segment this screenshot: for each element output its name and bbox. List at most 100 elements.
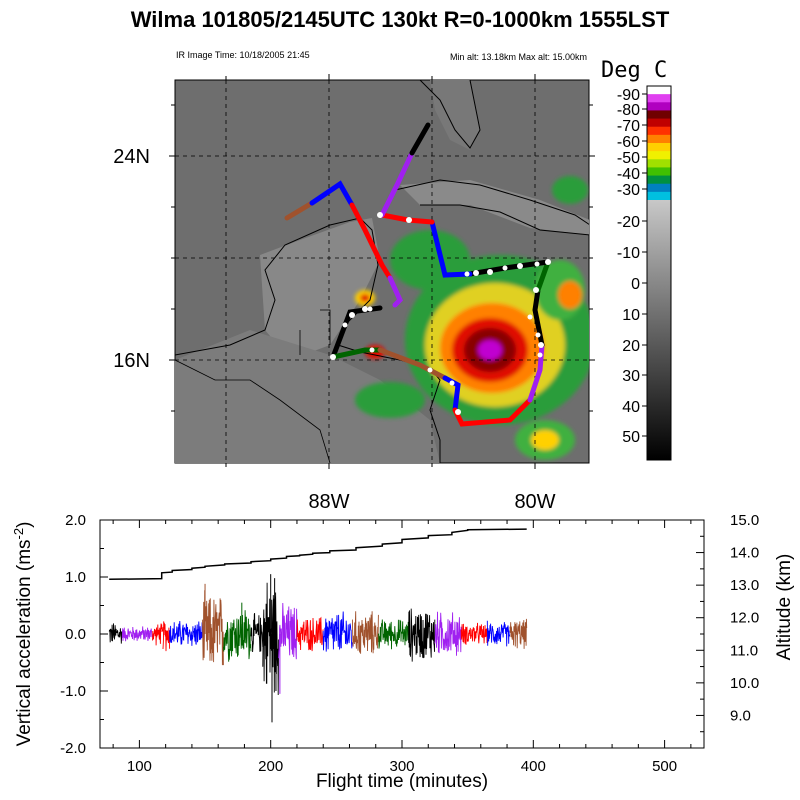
colorbar-label: 50 <box>622 429 640 446</box>
acceleration-segment <box>262 582 280 696</box>
colorbar-label: 40 <box>622 399 640 416</box>
coastline-florida <box>419 80 481 149</box>
acceleration-segment <box>296 616 324 652</box>
colorbar-label: -70 <box>617 118 640 135</box>
colorbar-swatch <box>647 183 671 193</box>
colorbar-swatch <box>647 159 671 168</box>
colorbar-label: 0 <box>631 276 640 293</box>
x-tick-label: 500 <box>652 758 677 775</box>
acceleration-segment <box>460 622 488 645</box>
colorbar-swatch <box>647 102 671 111</box>
colorbar-label: 30 <box>622 368 640 385</box>
cloud-shield <box>355 176 589 460</box>
y-axis-title: Vertical acceleration (ms-2) <box>11 522 35 747</box>
land-florida <box>430 80 480 150</box>
acceleration-segment <box>408 608 436 662</box>
track-segment-blue <box>309 180 355 208</box>
x-tick-label: 300 <box>389 758 414 775</box>
track-segment-green <box>330 347 383 360</box>
track-segment-black-4 <box>409 122 431 156</box>
colorbar-swatch <box>647 167 671 177</box>
colorbar-frame <box>646 85 672 461</box>
colorbar-label: -90 <box>617 87 640 104</box>
graticule <box>175 80 589 463</box>
colorbar-label: -50 <box>617 150 640 167</box>
vertical-acceleration-series <box>108 574 528 723</box>
y-tick-label: 0.0 <box>65 626 86 643</box>
colorbar-label: -40 <box>617 166 640 183</box>
lat-label-16n: 16N <box>113 350 150 372</box>
y2-tick-label: 13.0 <box>730 577 759 594</box>
y2-tick-label: 14.0 <box>730 545 759 562</box>
colorbar-swatch <box>647 126 671 136</box>
satellite-map: 24N 16N 88W 80W <box>113 74 595 513</box>
track-segment-red <box>349 202 393 281</box>
acceleration-segment <box>162 621 171 652</box>
x-tick-label: 200 <box>258 758 283 775</box>
colorbar-swatch <box>647 151 671 160</box>
colorbar: Deg C -90-80-70-60-50-40-30 -20 -10 0 10 20 30… <box>601 58 672 461</box>
track-segment-blue-3 <box>429 219 473 278</box>
colorbar-swatch <box>647 143 671 152</box>
land-central-america <box>175 330 440 463</box>
track-segment-brown-2 <box>377 347 448 381</box>
track-segment-blue-2 <box>442 375 461 413</box>
x-tick-label: 400 <box>521 758 546 775</box>
colorbar-swatches <box>647 86 671 201</box>
acceleration-segment <box>486 620 511 647</box>
y2-tick-label: 10.0 <box>730 675 759 692</box>
colorbar-swatch <box>647 175 671 185</box>
lon-label-80w: 80W <box>514 491 555 513</box>
acceleration-segment <box>509 618 528 649</box>
track-segment-purple-3 <box>379 150 415 218</box>
acceleration-segment <box>322 611 353 652</box>
colorbar-label: -10 <box>617 245 640 262</box>
y2-tick-label: 12.0 <box>730 610 759 627</box>
y2-tick-label: 9.0 <box>730 707 751 724</box>
coastline-cuba <box>394 179 589 236</box>
colorbar-swatch <box>647 94 671 103</box>
acceleration-segment <box>434 611 462 656</box>
colorbar-label: -30 <box>617 182 640 199</box>
y-tick-label: 1.0 <box>65 569 86 586</box>
plot-frame <box>99 519 705 749</box>
colorbar-swatch <box>647 191 671 201</box>
lat-label-24n: 24N <box>113 146 150 168</box>
colorbar-label: -80 <box>617 102 640 119</box>
figure-title: Wilma 101805/2145UTC 130kt R=0-1000km 15… <box>131 7 670 32</box>
ir-image-time: IR Image Time: 10/18/2005 21:45 <box>176 50 310 60</box>
acceleration-segment <box>377 619 410 650</box>
altitude-line <box>109 528 527 581</box>
colorbar-swatch <box>647 118 671 128</box>
colorbar-swatch <box>647 134 671 144</box>
track-segment-brown <box>284 200 315 221</box>
plot-ticks: 100 200 300 400 500 2.0 1.0 0.0 -1.0 -2.0 15.0 14.0… <box>60 512 759 775</box>
y-tick-label: -2.0 <box>60 740 86 757</box>
acceleration-segment <box>222 610 252 662</box>
colorbar-swatch <box>647 86 671 95</box>
x-tick-label: 100 <box>127 758 152 775</box>
colorbar-label: 10 <box>622 307 640 324</box>
acceleration-segment <box>278 602 298 660</box>
x-axis-title: Flight time (minutes) <box>316 771 488 792</box>
acceleration-segment <box>108 623 123 644</box>
coastline <box>175 217 441 463</box>
colorbar-swatch <box>647 110 671 120</box>
acceleration-segment <box>201 590 224 666</box>
acceleration-segment <box>169 620 203 646</box>
dropsonde-markers <box>330 212 551 415</box>
y-tick-label: -1.0 <box>60 683 86 700</box>
y2-tick-label: 15.0 <box>730 512 759 529</box>
y2-axis-title: Altitude (km) <box>774 554 795 661</box>
colorbar-grayscale <box>647 200 671 460</box>
y2-tick-label: 11.0 <box>730 642 758 659</box>
y-tick-label: 2.0 <box>65 512 86 529</box>
acceleration-segment <box>152 623 164 646</box>
acceleration-segment <box>121 626 153 642</box>
lon-label-88w: 88W <box>308 491 349 513</box>
track-segment-red-2 <box>452 397 533 427</box>
acceleration-segment <box>250 612 264 653</box>
colorbar-title: Deg C <box>601 58 667 83</box>
flight-track <box>284 122 551 427</box>
